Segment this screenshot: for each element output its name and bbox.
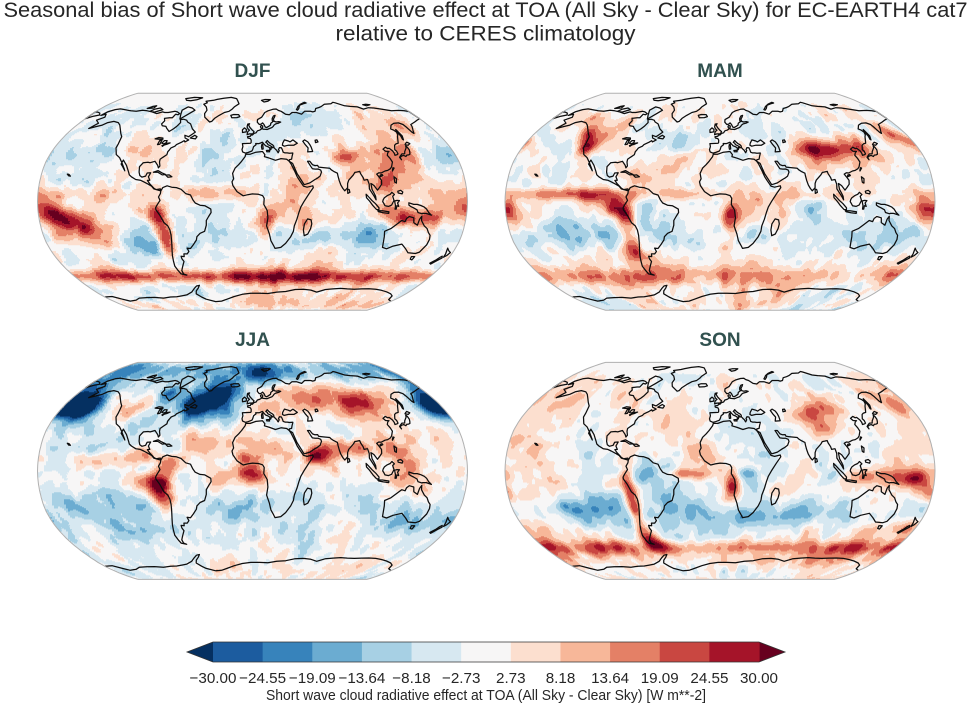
svg-text:24.55: 24.55 bbox=[690, 670, 728, 687]
svg-text:8.18: 8.18 bbox=[546, 670, 576, 687]
svg-text:Short wave cloud radiative eff: Short wave cloud radiative effect at TOA… bbox=[266, 687, 706, 704]
svg-text:13.64: 13.64 bbox=[591, 670, 629, 687]
svg-text:−24.55: −24.55 bbox=[239, 670, 286, 687]
svg-text:−30.00: −30.00 bbox=[190, 670, 237, 687]
svg-text:19.09: 19.09 bbox=[641, 670, 679, 687]
svg-text:2.73: 2.73 bbox=[496, 670, 526, 687]
svg-text:Seasonal bias of Short wave cl: Seasonal bias of Short wave cloud radiat… bbox=[4, 0, 968, 22]
svg-text:MAM: MAM bbox=[697, 61, 742, 82]
svg-text:−8.18: −8.18 bbox=[392, 670, 430, 687]
svg-text:DJF: DJF bbox=[235, 61, 271, 82]
svg-text:30.00: 30.00 bbox=[740, 670, 778, 687]
svg-text:JJA: JJA bbox=[235, 330, 270, 351]
svg-text:relative to CERES climatology: relative to CERES climatology bbox=[336, 23, 637, 46]
svg-text:SON: SON bbox=[699, 330, 740, 351]
svg-text:−13.64: −13.64 bbox=[338, 670, 385, 687]
svg-text:−19.09: −19.09 bbox=[289, 670, 336, 687]
svg-text:−2.73: −2.73 bbox=[442, 670, 480, 687]
